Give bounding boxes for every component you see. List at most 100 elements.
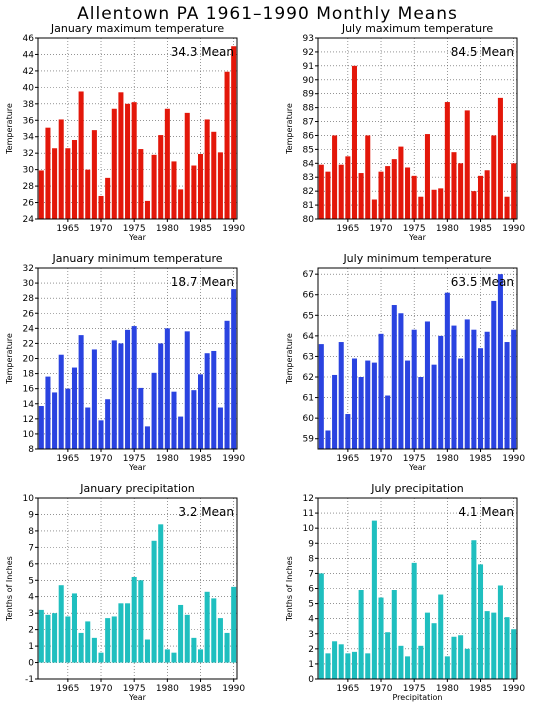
bar-1966 [71, 593, 78, 663]
x-tick-label: 1990 [502, 684, 525, 694]
bar-1977 [424, 321, 430, 449]
bar-1979 [438, 188, 444, 219]
bar-1974 [405, 656, 411, 679]
bar-1990 [511, 163, 517, 219]
bar-1978 [151, 540, 157, 663]
x-tick-label: 1990 [222, 684, 245, 694]
y-tick-label: 28 [23, 294, 35, 304]
bar-1987 [491, 135, 497, 219]
bar-1966 [351, 358, 358, 449]
bar-1984 [191, 165, 197, 219]
bar-1983 [464, 110, 470, 219]
bar-1981 [171, 161, 177, 219]
bar-1962 [325, 653, 331, 679]
bar-1986 [484, 611, 490, 679]
x-tick-label: 1965 [336, 684, 359, 694]
y-tick-label: 16 [23, 385, 35, 395]
chart-title: January precipitation [79, 482, 195, 495]
x-tick-label: 1975 [403, 454, 426, 464]
y-tick-label: 81 [303, 201, 314, 211]
bar-1972 [391, 305, 397, 449]
bar-1980 [164, 108, 170, 219]
bar-1978 [431, 189, 437, 219]
bar-1975 [411, 329, 417, 449]
bar-1961 [318, 573, 324, 679]
bar-1979 [438, 594, 444, 679]
bar-1969 [91, 130, 97, 219]
chart-title: July precipitation [370, 482, 464, 495]
bar-1984 [191, 390, 197, 449]
bar-1990 [231, 46, 237, 220]
y-tick-label: 44 [23, 50, 35, 60]
bar-1964 [58, 354, 64, 449]
bar-1985 [477, 348, 484, 449]
bar-1978 [431, 364, 437, 449]
y-tick-label: 42 [23, 67, 34, 77]
y-tick-label: 1 [28, 642, 34, 652]
bar-1985 [197, 649, 204, 663]
bar-1969 [371, 520, 377, 679]
bar-1973 [118, 603, 124, 663]
bar-1971 [105, 618, 111, 663]
x-tick-label: 1980 [156, 684, 179, 694]
x-tick-label: 1975 [123, 684, 146, 694]
y-tick-label: 84 [303, 159, 315, 169]
bar-1985 [477, 564, 484, 679]
bar-1990 [231, 586, 237, 663]
bar-1986 [204, 591, 210, 663]
x-tick-label: 1990 [502, 224, 525, 234]
y-tick-label: 28 [23, 182, 35, 192]
y-tick-label: 82 [303, 187, 314, 197]
y-tick-label: 46 [23, 34, 35, 44]
bar-1977 [144, 639, 150, 663]
bar-1963 [52, 392, 58, 449]
bar-1985 [197, 374, 204, 449]
x-tick-label: 1970 [90, 224, 113, 234]
bar-1981 [171, 391, 177, 449]
bar-1964 [338, 644, 344, 679]
bar-1964 [338, 342, 344, 449]
bar-1968 [85, 621, 91, 663]
bar-1970 [378, 171, 384, 219]
bar-1980 [164, 649, 170, 663]
bar-1962 [45, 376, 51, 449]
y-tick-label: 2 [308, 645, 314, 655]
x-axis-label: Year [128, 693, 147, 702]
bar-1976 [418, 377, 424, 449]
x-tick-label: 1975 [123, 224, 146, 234]
bar-1985 [477, 175, 484, 219]
y-tick-label: 6 [28, 560, 34, 570]
chart-panel-3: 8 10 12 14 16 18 20 22 24 26 28 30 32 1965 1970 1975 198… [5, 252, 245, 472]
y-tick-label: 85 [303, 145, 314, 155]
bar-1965 [65, 388, 71, 449]
x-tick-label: 1965 [56, 224, 79, 234]
x-tick-label: 1980 [156, 224, 179, 234]
bar-1989 [224, 632, 230, 663]
mean-label: 18.7 Mean [171, 275, 234, 289]
bar-1983 [464, 319, 470, 449]
x-axis-label: Year [128, 233, 147, 242]
bar-1976 [418, 196, 424, 219]
bar-1976 [138, 149, 144, 219]
bar-1969 [371, 362, 377, 449]
bar-1981 [451, 325, 457, 449]
bar-1967 [358, 377, 364, 449]
bar-1979 [438, 335, 444, 449]
y-tick-label: 83 [303, 173, 314, 183]
bar-1969 [91, 349, 97, 449]
bar-1966 [71, 140, 78, 219]
y-tick-label: 26 [23, 309, 35, 319]
bar-1965 [65, 148, 71, 219]
bar-1974 [125, 603, 131, 663]
bar-1965 [345, 414, 351, 449]
y-tick-label: 65 [303, 311, 314, 321]
chart-panel-2: 80 81 82 83 84 85 86 87 88 89 90 91 92 93 1965 1970 1975… [285, 22, 525, 242]
bar-1990 [231, 289, 237, 449]
mean-label: 34.3 Mean [171, 45, 234, 59]
chart-title: July maximum temperature [341, 22, 494, 35]
bar-1967 [358, 590, 364, 679]
bar-1972 [111, 108, 117, 219]
bar-1984 [471, 329, 477, 449]
bar-1975 [411, 562, 417, 679]
